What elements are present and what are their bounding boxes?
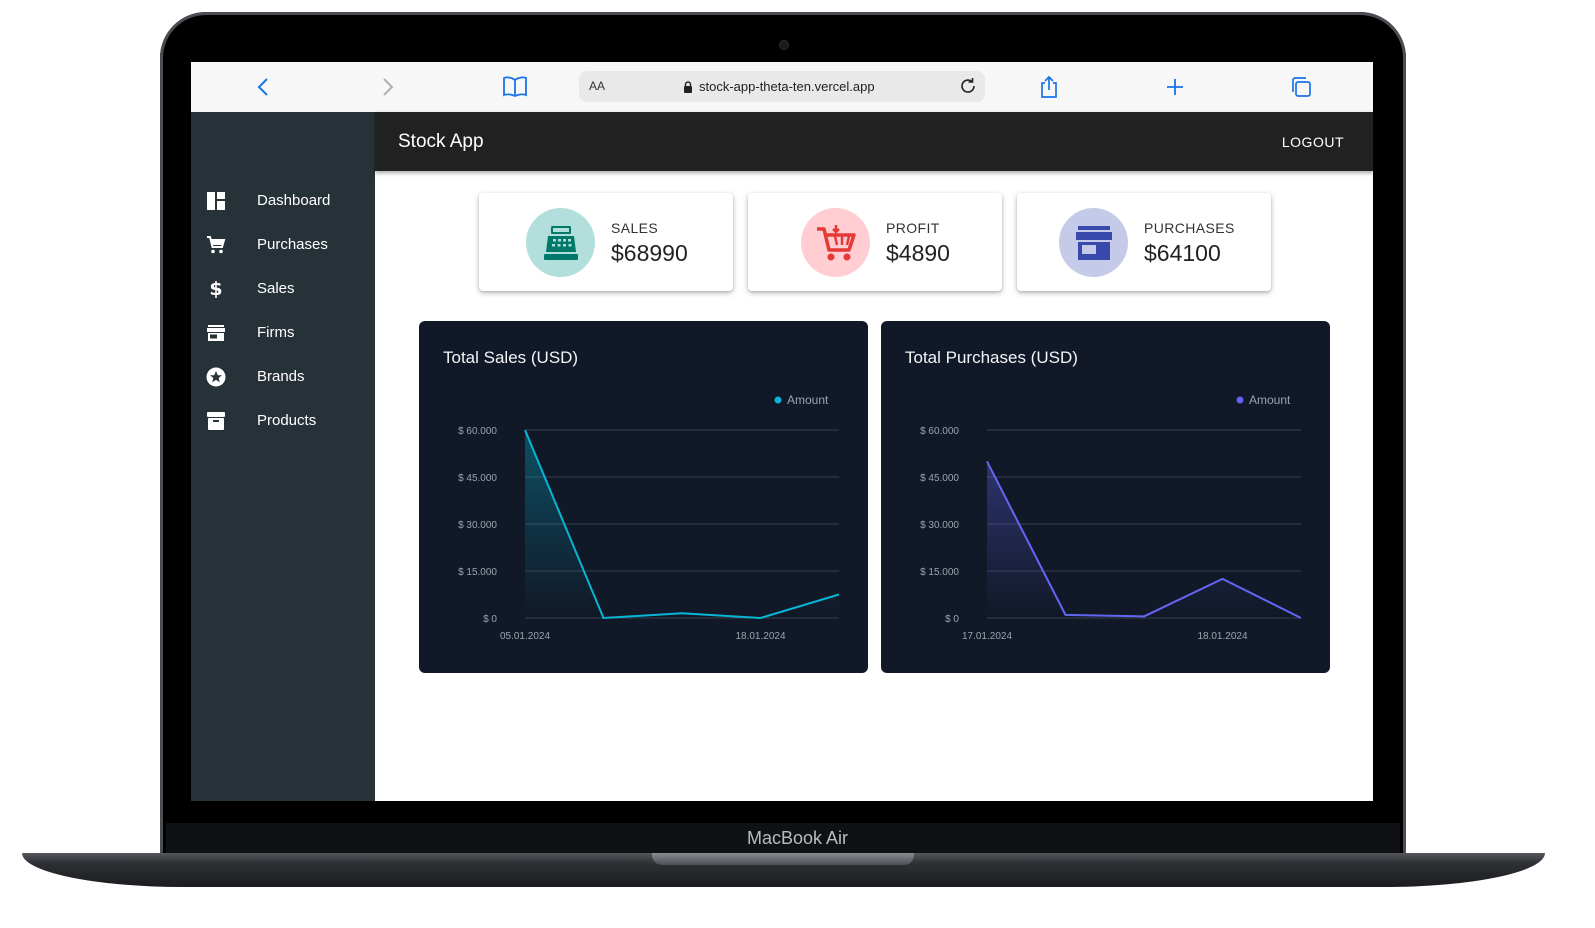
cash-register-icon <box>526 208 595 277</box>
store-icon <box>206 323 226 343</box>
reload-icon[interactable] <box>957 75 979 102</box>
data-point <box>837 593 841 597</box>
data-point <box>602 616 606 620</box>
dollar-icon: $ <box>209 278 223 300</box>
series-line <box>986 460 1302 619</box>
screen: AA stock-app-theta-ten.vercel.app Dashbo… <box>191 62 1373 801</box>
sidebar-item-firms[interactable]: Firms <box>191 313 375 353</box>
app-bar: Stock App LOGOUT <box>375 112 1373 171</box>
star-badge-icon <box>206 367 226 387</box>
chevron-right-icon[interactable] <box>373 72 403 102</box>
app-title: Stock App <box>398 131 484 152</box>
y-tick-label: $ 45.000 <box>458 473 497 484</box>
legend-label: Amount <box>787 393 829 407</box>
x-tick-label: 18.01.2024 <box>1197 631 1247 642</box>
kpi-value: $4890 <box>886 240 950 266</box>
store-icon <box>1059 208 1128 277</box>
kpi-card-purchases: PURCHASES $64100 <box>1017 193 1271 291</box>
chart-card-total-purchases: Total Purchases (USD) $ 60.000 $ 45.000 $ … <box>881 321 1330 673</box>
camera <box>779 40 789 50</box>
x-tick-label: 05.01.2024 <box>500 631 550 642</box>
bezel-bottom <box>166 823 1400 853</box>
y-tick-label: $ 15.000 <box>920 567 959 578</box>
y-tick-label: $ 60.000 <box>458 426 497 437</box>
sidebar-item-sales[interactable]: $ Sales <box>191 269 375 309</box>
chevron-left-icon[interactable] <box>248 72 278 102</box>
sidebar-item-label: Firms <box>257 324 295 341</box>
sidebar-item-purchases[interactable]: Purchases <box>191 225 375 265</box>
y-tick-label: $ 30.000 <box>920 520 959 531</box>
data-point <box>759 616 763 620</box>
sidebar-item-label: Purchases <box>257 236 328 253</box>
device-label: MacBook Air <box>746 828 849 848</box>
data-point <box>1064 613 1068 617</box>
sidebar-item-label: Sales <box>257 280 295 297</box>
chart-title: Total Sales (USD) <box>443 348 579 367</box>
data-point <box>985 459 989 463</box>
chart-plot: $ 60.000 $ 45.000 $ 30.000 $ 15.000 $ 017.01… <box>920 393 1303 642</box>
y-tick-label: $ 0 <box>945 614 959 625</box>
browser-toolbar: AA stock-app-theta-ten.vercel.app <box>191 62 1373 113</box>
sidebar-item-label: Products <box>257 412 317 429</box>
sidebar-item-products[interactable]: Products <box>191 401 375 441</box>
reader-aa[interactable]: AA <box>589 79 606 93</box>
share-icon[interactable] <box>1034 72 1064 102</box>
book-icon[interactable] <box>500 72 530 102</box>
x-tick-label: 17.01.2024 <box>962 631 1012 642</box>
plus-icon[interactable] <box>1160 72 1190 102</box>
url-text: stock-app-theta-ten.vercel.app <box>699 79 875 94</box>
legend-label: Amount <box>1249 393 1291 407</box>
address-bar[interactable]: AA stock-app-theta-ten.vercel.app <box>579 71 985 102</box>
lock-icon <box>684 80 692 93</box>
kpi-value: $68990 <box>611 240 688 266</box>
dashboard-icon <box>206 191 226 211</box>
data-point <box>1221 577 1225 581</box>
y-tick-label: $ 45.000 <box>920 473 959 484</box>
legend-marker <box>774 396 782 404</box>
laptop-notch <box>652 853 914 865</box>
series-area <box>525 430 839 618</box>
data-point <box>680 611 684 615</box>
y-tick-label: $ 30.000 <box>458 520 497 531</box>
y-tick-label: $ 15.000 <box>458 567 497 578</box>
logout-button[interactable]: LOGOUT <box>1281 134 1344 150</box>
data-point <box>1142 614 1146 618</box>
sidebar-item-dashboard[interactable]: Dashboard <box>191 181 375 221</box>
y-tick-label: $ 0 <box>483 614 497 625</box>
sidebar-item-brands[interactable]: Brands <box>191 357 375 397</box>
archive-icon <box>206 411 226 431</box>
kpi-card-sales: SALES $68990 <box>479 193 733 291</box>
kpi-label: PROFIT <box>886 220 940 236</box>
legend-marker <box>1236 396 1244 404</box>
kpi-label: SALES <box>611 220 659 236</box>
data-point <box>523 428 527 432</box>
chart-title: Total Purchases (USD) <box>905 348 1078 367</box>
chart-card-total-sales: Total Sales (USD) $ 60.000 $ 45.000 $ 30.0… <box>419 321 868 673</box>
data-point <box>1299 616 1303 620</box>
shopping-cart-icon <box>801 208 870 277</box>
kpi-label: PURCHASES <box>1144 220 1235 236</box>
series-line <box>524 429 840 620</box>
sidebar-item-label: Brands <box>257 368 305 385</box>
tabs-icon[interactable] <box>1286 72 1316 102</box>
kpi-card-profit: PROFIT $4890 <box>748 193 1002 291</box>
chart-plot: $ 60.000 $ 45.000 $ 30.000 $ 15.000 $ 005.01… <box>458 393 841 642</box>
kpi-value: $64100 <box>1144 240 1221 266</box>
sidebar-item-label: Dashboard <box>257 192 331 209</box>
sidebar: Dashboard Purchases $ Sales Firms Brands <box>191 112 375 801</box>
x-tick-label: 18.01.2024 <box>735 631 785 642</box>
y-tick-label: $ 60.000 <box>920 426 959 437</box>
cart-icon <box>206 235 226 255</box>
